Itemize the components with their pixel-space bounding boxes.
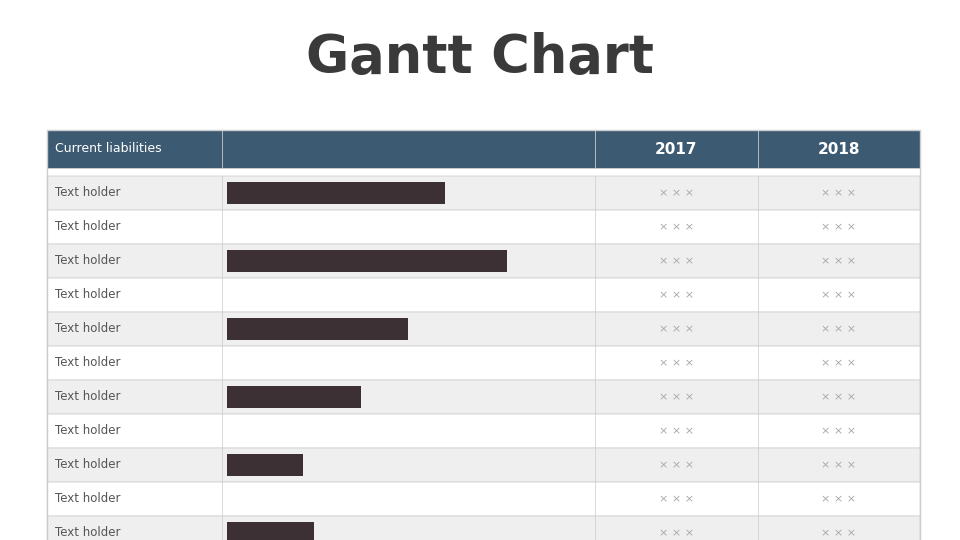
Text: 2017: 2017 (655, 141, 698, 157)
Bar (47, 346, 920, 380)
Bar (227, 182, 444, 204)
Text: × × ×: × × × (659, 290, 694, 300)
Text: × × ×: × × × (659, 528, 694, 538)
Text: Text holder: Text holder (55, 186, 121, 199)
Text: × × ×: × × × (821, 324, 856, 334)
Text: × × ×: × × × (821, 426, 856, 436)
Text: Text holder: Text holder (55, 458, 121, 471)
Bar (47, 176, 920, 210)
Bar (47, 516, 920, 540)
Text: × × ×: × × × (659, 494, 694, 504)
Text: × × ×: × × × (821, 528, 856, 538)
Text: Text holder: Text holder (55, 390, 121, 403)
Bar (47, 312, 920, 346)
Bar (47, 210, 920, 244)
Text: × × ×: × × × (821, 392, 856, 402)
Bar (47, 380, 920, 414)
Text: Text holder: Text holder (55, 424, 121, 437)
Text: Text holder: Text holder (55, 220, 121, 233)
Text: × × ×: × × × (821, 256, 856, 266)
Text: Text holder: Text holder (55, 322, 121, 335)
Bar (227, 454, 303, 476)
Bar (757, 130, 920, 168)
Text: × × ×: × × × (821, 494, 856, 504)
Text: Text holder: Text holder (55, 254, 121, 267)
Text: × × ×: × × × (659, 392, 694, 402)
Bar (47, 244, 920, 278)
Text: Text holder: Text holder (55, 526, 121, 539)
Text: Text holder: Text holder (55, 492, 121, 505)
Bar (227, 386, 361, 408)
Text: × × ×: × × × (821, 290, 856, 300)
Text: × × ×: × × × (659, 358, 694, 368)
Text: Text holder: Text holder (55, 356, 121, 369)
Text: 2018: 2018 (818, 141, 860, 157)
Bar (47, 130, 920, 540)
Text: Gantt Chart: Gantt Chart (306, 32, 654, 84)
Text: × × ×: × × × (821, 460, 856, 470)
Text: × × ×: × × × (659, 188, 694, 198)
Bar (222, 130, 595, 168)
Text: Text holder: Text holder (55, 288, 121, 301)
Bar (227, 318, 408, 340)
Text: × × ×: × × × (821, 358, 856, 368)
Text: × × ×: × × × (659, 460, 694, 470)
Bar (227, 250, 507, 272)
Text: × × ×: × × × (659, 324, 694, 334)
Bar (47, 130, 222, 168)
Bar (47, 278, 920, 312)
Bar (47, 448, 920, 482)
Text: × × ×: × × × (659, 256, 694, 266)
Bar (595, 130, 757, 168)
Bar (227, 522, 314, 540)
Text: × × ×: × × × (659, 426, 694, 436)
Text: × × ×: × × × (821, 188, 856, 198)
Bar (47, 482, 920, 516)
Text: × × ×: × × × (821, 222, 856, 232)
Text: Current liabilities: Current liabilities (55, 143, 161, 156)
Bar (47, 414, 920, 448)
Text: × × ×: × × × (659, 222, 694, 232)
